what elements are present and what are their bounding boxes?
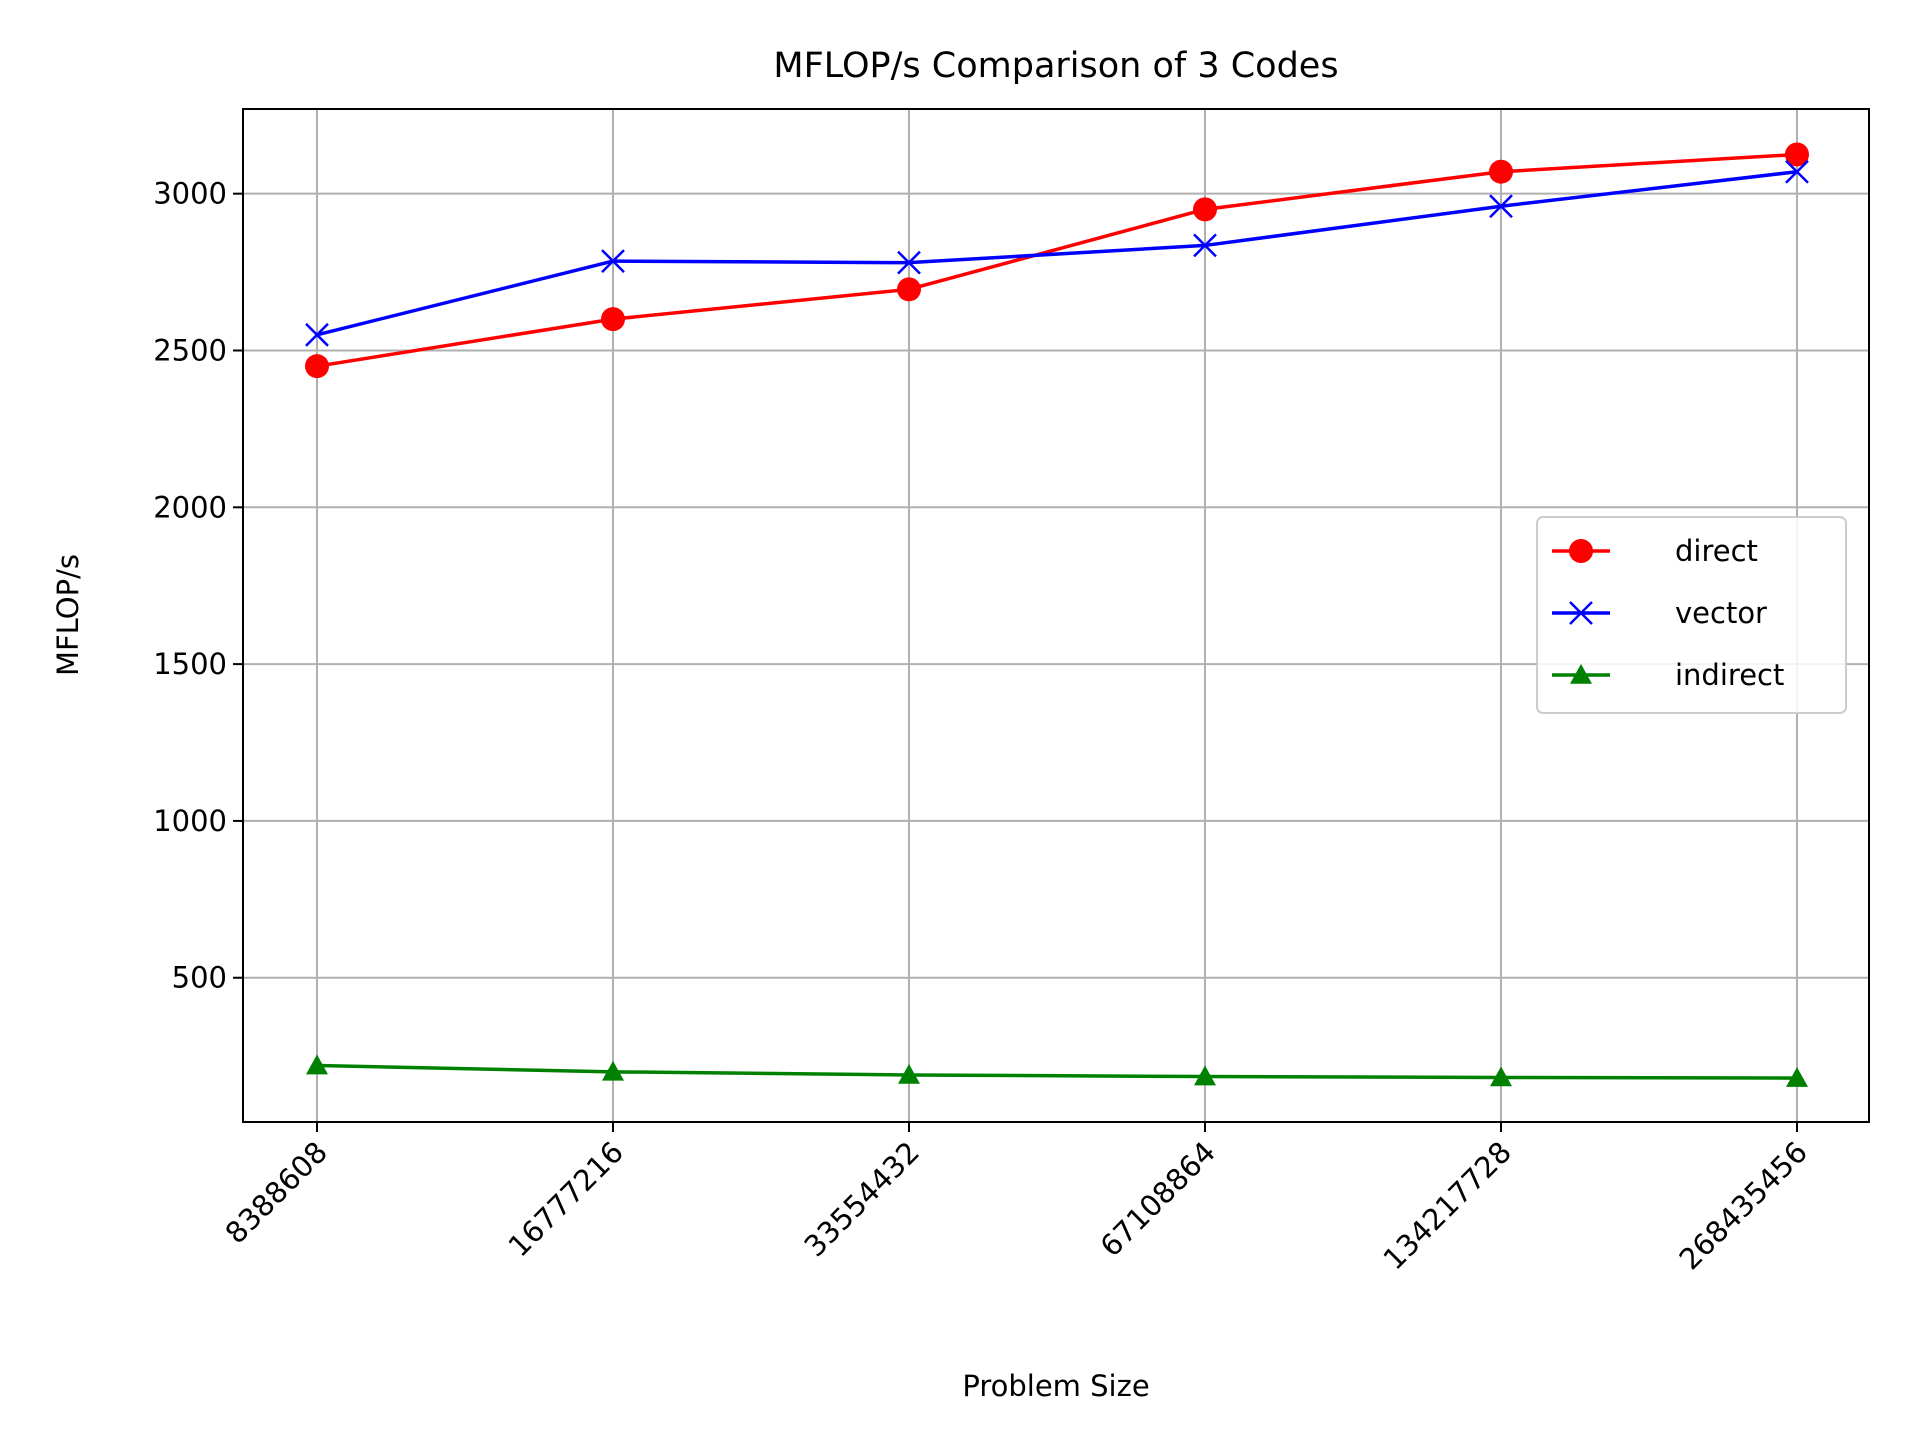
data-point-vector [601, 249, 625, 273]
legend-marker [1570, 664, 1592, 684]
series-group [305, 142, 1809, 1087]
series-line-vector [316, 169, 1798, 337]
legend-label: indirect [1675, 658, 1784, 692]
y-axis-label: MFLOP/s [51, 554, 85, 676]
legend-entries: direct vector indirect [1552, 534, 1784, 692]
series-vector [305, 159, 1809, 347]
y-tick-label: 2000 [153, 490, 227, 524]
data-point-indirect [1490, 1066, 1512, 1087]
data-point-vector [897, 250, 921, 275]
x-marker-stroke [305, 322, 329, 347]
y-tick-label: 3000 [153, 177, 227, 211]
x-marker-stroke [1785, 159, 1809, 184]
data-point-indirect [898, 1063, 920, 1084]
legend-frame [1536, 516, 1847, 714]
legend: direct vector indirect [1536, 516, 1847, 714]
plot-area-frame [242, 108, 1870, 1123]
x-marker-stroke [601, 249, 625, 273]
chart-title: MFLOP/s Comparison of 3 Codes [773, 46, 1338, 86]
series-line-direct [316, 152, 1798, 368]
y-tick-label: 1000 [153, 804, 227, 838]
legend-entry-direct: direct [1552, 534, 1758, 568]
data-point-indirect [306, 1054, 328, 1075]
data-point-indirect [602, 1060, 624, 1081]
data-point-direct [1785, 142, 1809, 167]
data-point-vector [1193, 233, 1217, 258]
series-line-indirect [316, 1063, 1798, 1080]
data-point-direct [305, 354, 329, 379]
x-marker-stroke [1193, 233, 1217, 258]
x-marker-stroke [897, 250, 921, 275]
x-marker-stroke [1569, 601, 1593, 625]
data-point-vector [1785, 159, 1809, 184]
data-point-direct [1193, 197, 1217, 222]
data-point-direct [897, 277, 921, 302]
x-marker-stroke [1489, 194, 1513, 219]
legend-marker [1569, 539, 1593, 563]
series-direct [305, 142, 1809, 379]
data-point-indirect [1194, 1065, 1216, 1086]
x-axis-label: Problem Size [962, 1369, 1149, 1403]
legend-entry-indirect: indirect [1552, 658, 1784, 692]
series-indirect [306, 1054, 1808, 1087]
data-point-vector [1489, 194, 1513, 219]
legend-marker [1569, 601, 1593, 625]
legend-entry-vector: vector [1552, 596, 1767, 630]
y-tick-label: 1500 [153, 647, 227, 681]
legend-label: direct [1675, 534, 1758, 568]
y-tick-label: 2500 [153, 333, 227, 367]
data-point-vector [305, 322, 329, 347]
y-tick-label: 500 [172, 961, 227, 995]
y-axis-ticks: 500 1000 1500 2000 2500 3000 [153, 177, 243, 995]
data-point-indirect [1786, 1067, 1808, 1087]
data-point-direct [601, 307, 625, 332]
data-point-direct [1489, 159, 1513, 184]
legend-label: vector [1675, 596, 1767, 630]
